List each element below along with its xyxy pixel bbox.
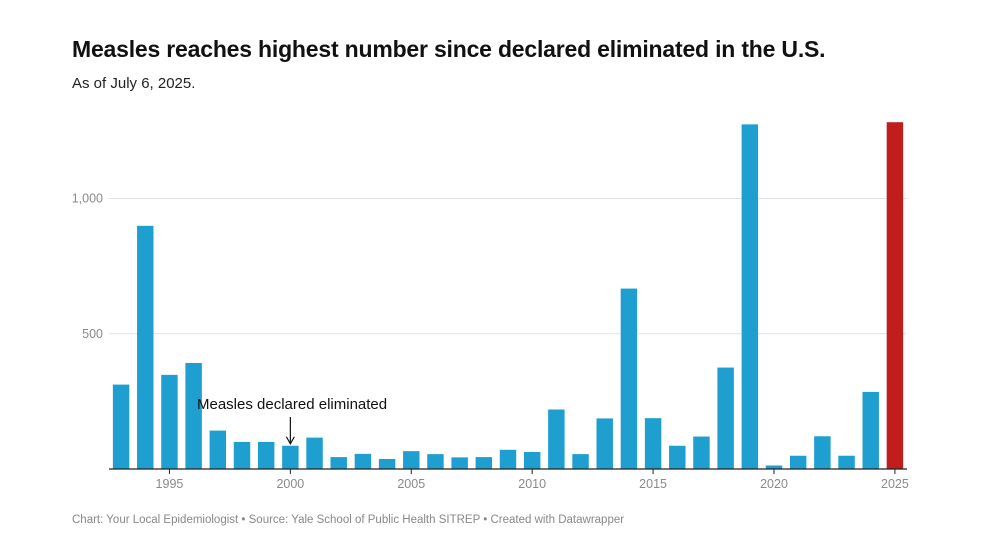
footer-created-with: Created with Datawrapper — [490, 514, 625, 526]
bar-2016 — [669, 445, 686, 469]
bar-2012 — [572, 454, 589, 469]
x-axis-ticks: 1995 2000 2005 2010 2015 2020 2025 — [156, 469, 909, 491]
bar-2008 — [475, 457, 493, 469]
bar-1998 — [233, 441, 251, 469]
bar-2025 — [886, 122, 904, 470]
bar-1994 — [137, 225, 154, 469]
annotation-arrowhead — [285, 436, 295, 445]
bar-2022 — [814, 436, 831, 469]
chart-title: Measles reaches highest number since dec… — [72, 36, 826, 62]
annotation: Measles declared eliminated — [197, 396, 387, 445]
bar-2024 — [862, 391, 879, 469]
bar-1995 — [161, 374, 178, 469]
footer-separator: • — [480, 514, 491, 526]
bar-1993 — [112, 384, 130, 469]
x-tick-label: 2025 — [881, 477, 909, 491]
bar-2004 — [378, 458, 396, 469]
bar-2005 — [403, 451, 420, 469]
bar-2011 — [548, 409, 565, 469]
bar-1997 — [209, 430, 227, 469]
bar-2001 — [306, 437, 323, 469]
footer-credit: Chart: Your Local Epidemiologist — [72, 514, 239, 526]
footer-source: Source: Yale School of Public Health SIT… — [248, 514, 481, 526]
x-tick-label: 2015 — [639, 477, 667, 491]
y-axis-ticks: 500 1,000 — [72, 192, 103, 341]
chart-footer: Chart: Your Local Epidemiologist • Sourc… — [72, 514, 624, 526]
bar-2020 — [765, 465, 783, 469]
y-tick-label: 500 — [82, 327, 103, 341]
bar-1999 — [257, 441, 275, 469]
bar-2013 — [596, 418, 613, 469]
bar-2021 — [789, 455, 807, 469]
x-tick-label: 2000 — [276, 477, 304, 491]
y-tick-label: 1,000 — [72, 192, 103, 206]
x-tick-label: 2010 — [518, 477, 546, 491]
bar-2019 — [741, 124, 759, 470]
bar-2010 — [523, 451, 541, 469]
bar-1996 — [185, 362, 202, 469]
bar-2009 — [499, 449, 517, 469]
bar-2014 — [620, 288, 638, 469]
bar-2018 — [717, 367, 734, 469]
bar-2017 — [693, 436, 710, 469]
bar-2007 — [451, 457, 468, 469]
x-tick-label: 1995 — [156, 477, 184, 491]
bar-2006 — [427, 454, 444, 469]
bars — [112, 122, 904, 470]
x-tick-label: 2005 — [397, 477, 425, 491]
chart-subtitle: As of July 6, 2025. — [72, 75, 196, 92]
annotation-text: Measles declared eliminated — [197, 396, 387, 413]
bar-2023 — [838, 455, 855, 469]
x-tick-label: 2020 — [760, 477, 788, 491]
footer-separator: • — [238, 514, 249, 526]
bar-2000 — [282, 445, 299, 469]
gridlines — [109, 198, 907, 335]
bar-2002 — [330, 457, 347, 469]
bar-2003 — [354, 453, 372, 469]
bar-2015 — [644, 418, 662, 469]
bar-chart: 500 1,000 1995 2000 2005 2010 2015 2020 2025 Me… — [72, 122, 909, 491]
